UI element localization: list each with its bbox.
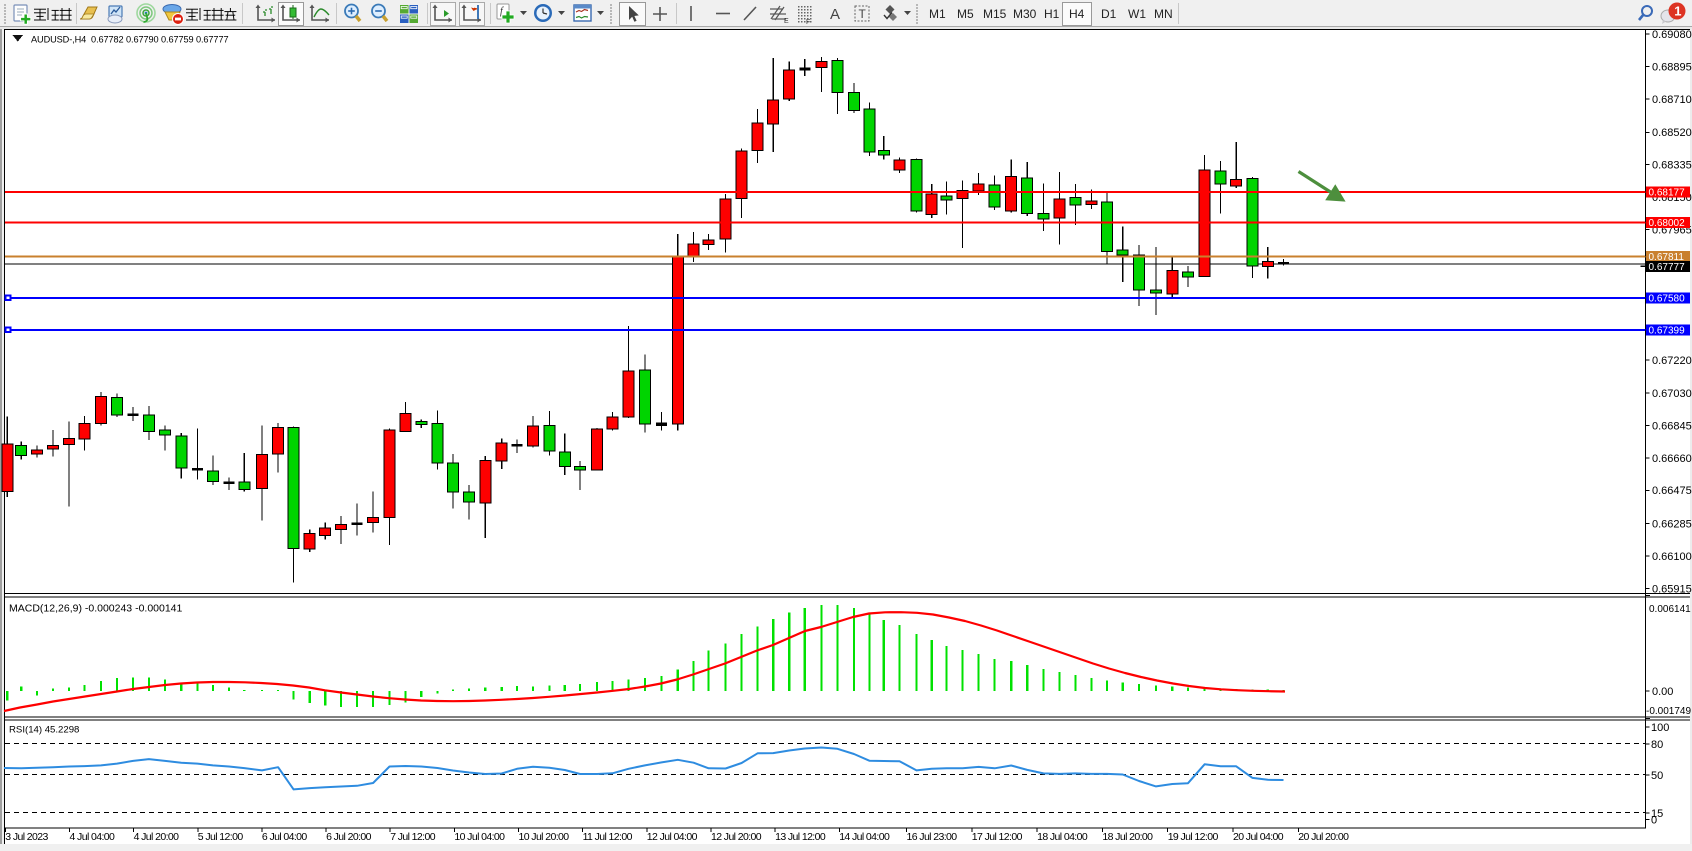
svg-text:16 Jul 23:00: 16 Jul 23:00 [907,831,958,843]
svg-text:14 Jul 04:00: 14 Jul 04:00 [839,831,890,843]
svg-text:12 Jul 20:00: 12 Jul 20:00 [711,831,762,843]
svg-text:AUDUSD-,H4 0.67782 0.67790 0.: AUDUSD-,H4 0.67782 0.67790 0.67759 0.677… [31,35,228,45]
svg-text:80: 80 [1651,739,1663,751]
svg-text:18 Jul 20:00: 18 Jul 20:00 [1102,831,1153,843]
svg-text:4 Jul 04:00: 4 Jul 04:00 [70,831,116,843]
svg-text:0.67811: 0.67811 [1649,252,1685,263]
svg-text:0: 0 [1651,815,1657,827]
svg-text:5 Jul 12:00: 5 Jul 12:00 [198,831,244,843]
svg-text:0.68895: 0.68895 [1652,61,1692,73]
svg-text:E: E [784,18,789,25]
svg-text:0.66100: 0.66100 [1652,551,1692,563]
svg-text:0.00: 0.00 [1652,686,1673,698]
svg-text:19 Jul 12:00: 19 Jul 12:00 [1168,831,1219,843]
svg-text:MACD(12,26,9) -0.000243 -0.000: MACD(12,26,9) -0.000243 -0.000141 [9,603,183,615]
svg-text:W1: W1 [1128,7,1146,21]
svg-text:T: T [859,7,867,21]
svg-text:0.006141: 0.006141 [1649,604,1691,615]
svg-text:13 Jul 12:00: 13 Jul 12:00 [775,831,826,843]
svg-text:10 Jul 20:00: 10 Jul 20:00 [519,831,570,843]
svg-text:0.67220: 0.67220 [1652,355,1692,367]
svg-text:0.68335: 0.68335 [1652,160,1692,172]
svg-text:H1: H1 [1044,7,1060,21]
svg-text:0.65915: 0.65915 [1652,583,1692,595]
svg-text:MN: MN [1154,7,1173,21]
svg-text:15: 15 [1651,808,1663,820]
svg-text:RSI(14) 45.2298: RSI(14) 45.2298 [9,725,79,736]
svg-text:4 Jul 20:00: 4 Jul 20:00 [134,831,180,843]
svg-text:0.67580: 0.67580 [1649,293,1686,304]
svg-text:18 Jul 04:00: 18 Jul 04:00 [1037,831,1088,843]
svg-text:0.68002: 0.68002 [1649,218,1686,229]
svg-text:D1: D1 [1101,7,1117,21]
svg-text:A: A [830,6,840,23]
svg-text:12 Jul 04:00: 12 Jul 04:00 [647,831,698,843]
svg-text:1: 1 [1674,4,1681,19]
svg-text:0.66660: 0.66660 [1652,453,1692,465]
svg-text:0.69080: 0.69080 [1652,29,1692,41]
svg-text:-0.001749: -0.001749 [1646,706,1691,717]
svg-text:50: 50 [1651,770,1663,782]
svg-text:20 Jul 20:00: 20 Jul 20:00 [1298,831,1349,843]
svg-text:10 Jul 04:00: 10 Jul 04:00 [454,831,505,843]
svg-text:7 Jul 12:00: 7 Jul 12:00 [390,831,436,843]
svg-text:M1: M1 [929,7,946,21]
svg-text:M30: M30 [1013,7,1037,21]
svg-text:M15: M15 [983,7,1007,21]
svg-text:0.66845: 0.66845 [1652,420,1692,432]
svg-text:6 Jul 20:00: 6 Jul 20:00 [326,831,372,843]
svg-text:0.66285: 0.66285 [1652,519,1692,531]
svg-text:F: F [806,19,810,26]
svg-text:M5: M5 [957,7,974,21]
svg-text:f: f [500,6,504,17]
svg-text:0.67777: 0.67777 [1649,262,1686,273]
svg-text:0.68520: 0.68520 [1652,127,1692,139]
svg-text:100: 100 [1651,722,1669,734]
svg-text:20 Jul 04:00: 20 Jul 04:00 [1233,831,1284,843]
svg-text:0.68177: 0.68177 [1649,188,1686,199]
svg-text:0.67399: 0.67399 [1649,325,1686,336]
svg-text:0.68710: 0.68710 [1652,94,1692,106]
svg-text:H4: H4 [1069,7,1085,21]
svg-text:11 Jul 12:00: 11 Jul 12:00 [583,831,633,843]
svg-text:0.66475: 0.66475 [1652,485,1692,497]
svg-text:6 Jul 04:00: 6 Jul 04:00 [262,831,308,843]
svg-text:17 Jul 12:00: 17 Jul 12:00 [972,831,1023,843]
svg-text:3 Jul 2023: 3 Jul 2023 [5,831,48,843]
svg-text:0.67030: 0.67030 [1652,388,1692,400]
